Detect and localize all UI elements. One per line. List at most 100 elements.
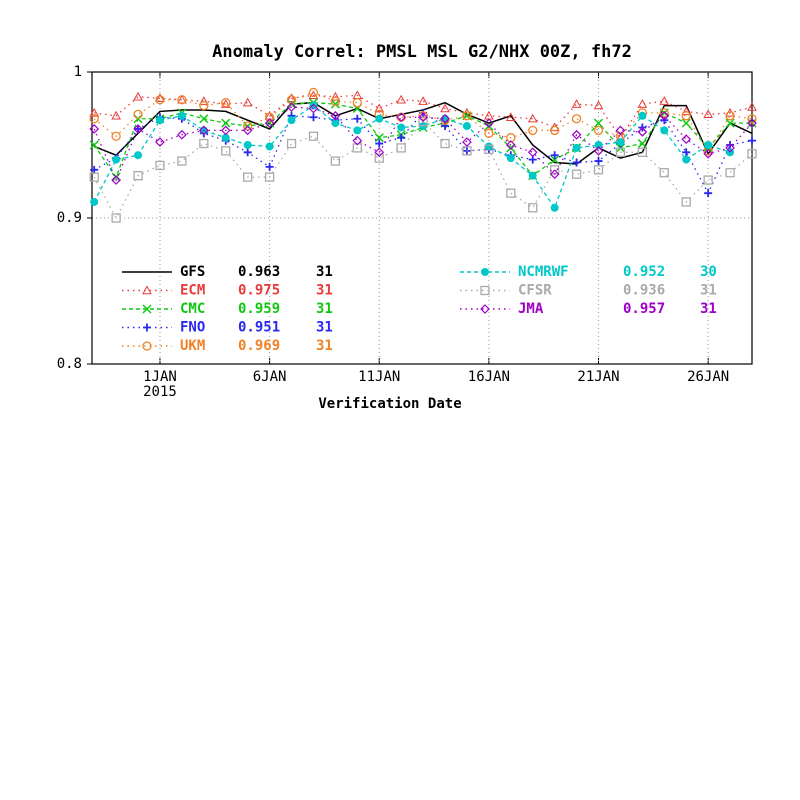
marker xyxy=(527,113,538,123)
marker xyxy=(615,125,626,136)
marker xyxy=(440,138,450,149)
marker xyxy=(506,143,516,153)
x-tick-label: 26JAN xyxy=(687,369,729,385)
legend-mean: 0.963 xyxy=(238,264,280,280)
marker xyxy=(111,131,121,141)
marker xyxy=(637,139,647,149)
x-sublabel: 2015 xyxy=(143,384,177,400)
legend-mean: 0.957 xyxy=(623,301,665,317)
marker xyxy=(571,169,582,179)
marker xyxy=(330,99,340,109)
marker xyxy=(375,114,384,123)
marker xyxy=(142,304,152,314)
marker xyxy=(484,144,494,155)
marker xyxy=(704,189,713,198)
marker xyxy=(111,213,121,223)
marker xyxy=(221,98,231,108)
legend-mean: 0.951 xyxy=(238,320,280,336)
marker xyxy=(90,197,99,206)
marker xyxy=(352,98,362,108)
marker xyxy=(396,143,406,153)
marker xyxy=(480,285,490,296)
marker xyxy=(703,109,713,119)
marker xyxy=(593,145,604,156)
marker xyxy=(550,155,560,165)
marker xyxy=(287,116,296,125)
marker xyxy=(330,96,341,106)
marker xyxy=(89,124,100,134)
legend-mean: 0.969 xyxy=(238,338,280,354)
marker xyxy=(308,103,319,114)
legend-count: 31 xyxy=(316,301,333,317)
marker xyxy=(747,114,757,124)
marker xyxy=(265,142,274,151)
marker xyxy=(89,107,100,117)
marker xyxy=(155,160,165,171)
marker xyxy=(155,95,165,105)
marker xyxy=(177,95,187,105)
marker xyxy=(89,172,99,182)
marker xyxy=(747,149,757,159)
marker xyxy=(133,124,143,134)
marker xyxy=(506,188,516,198)
marker xyxy=(308,90,319,100)
marker xyxy=(527,147,538,158)
marker xyxy=(484,128,494,138)
marker xyxy=(374,147,385,158)
marker xyxy=(660,126,669,135)
marker xyxy=(242,97,253,107)
marker xyxy=(659,168,669,178)
legend-name: ECM xyxy=(180,283,205,299)
legend-count: 31 xyxy=(316,264,333,280)
x-tick-label: 11JAN xyxy=(358,369,400,385)
marker xyxy=(505,140,516,150)
marker xyxy=(177,129,187,140)
series-line xyxy=(93,106,753,182)
legend-name: UKM xyxy=(180,338,205,354)
marker xyxy=(374,153,384,163)
legend-mean: 0.975 xyxy=(238,283,280,299)
x-axis-label: Verification Date xyxy=(318,396,461,412)
marker xyxy=(418,96,428,105)
marker xyxy=(142,341,152,351)
marker xyxy=(637,127,648,137)
legend-name: CMC xyxy=(180,301,205,317)
legend-name: GFS xyxy=(180,264,205,280)
marker xyxy=(725,118,735,128)
marker xyxy=(747,118,757,128)
marker xyxy=(550,203,559,212)
legend-count: 31 xyxy=(316,320,333,336)
marker xyxy=(681,111,691,121)
marker xyxy=(264,118,275,128)
marker xyxy=(572,158,581,167)
marker xyxy=(748,136,756,145)
marker xyxy=(506,154,515,163)
marker xyxy=(198,96,209,105)
marker xyxy=(418,112,428,123)
marker xyxy=(484,142,493,151)
marker xyxy=(133,91,143,101)
marker xyxy=(330,156,341,166)
marker xyxy=(571,129,582,140)
marker xyxy=(594,141,603,149)
legend-count: 31 xyxy=(700,283,717,299)
marker xyxy=(220,99,231,108)
marker xyxy=(396,112,407,123)
marker xyxy=(111,110,121,120)
marker xyxy=(243,172,253,182)
marker xyxy=(550,151,559,160)
x-tick-label: 16JAN xyxy=(468,369,510,385)
marker xyxy=(112,155,121,164)
marker xyxy=(484,121,494,131)
marker xyxy=(616,138,625,147)
marker xyxy=(593,165,604,175)
legend-mean: 0.959 xyxy=(238,301,280,317)
marker xyxy=(747,102,757,111)
marker xyxy=(725,168,735,178)
marker xyxy=(330,110,341,121)
marker xyxy=(682,148,691,157)
legend-name: JMA xyxy=(518,301,544,317)
marker xyxy=(330,91,341,101)
marker xyxy=(528,203,538,213)
